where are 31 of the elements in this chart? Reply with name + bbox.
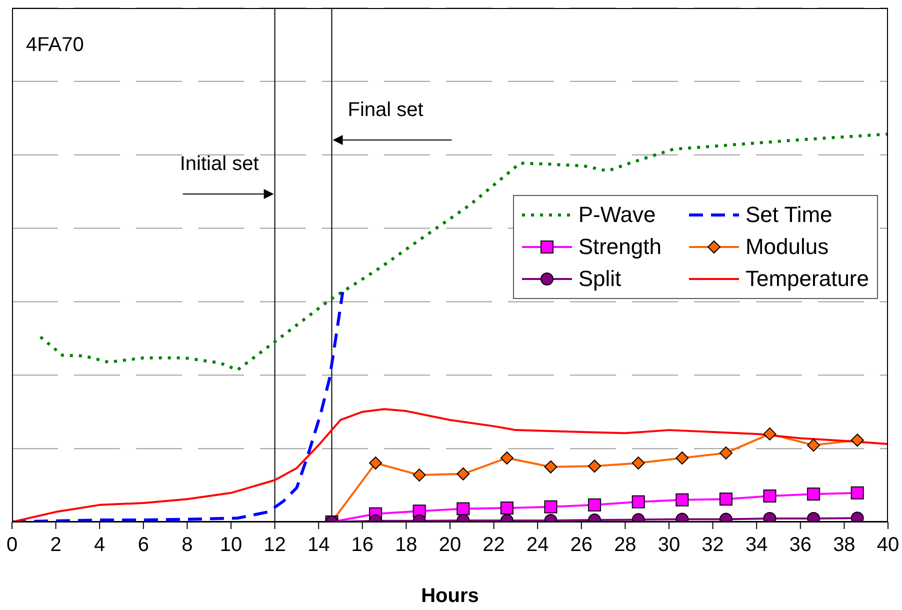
x-tick-label: 8 <box>182 534 193 556</box>
x-tick-label: 12 <box>264 534 286 556</box>
x-tick-label: 36 <box>789 534 812 556</box>
x-tick-label: 4 <box>94 534 106 556</box>
x-tick-label: 20 <box>438 534 462 556</box>
x-tick-label: 26 <box>570 534 593 556</box>
x-tick-label: 18 <box>395 534 418 556</box>
x-tick-label: 14 <box>307 534 330 556</box>
x-tick-label: 32 <box>702 534 724 556</box>
x-tick-label: 2 <box>50 534 62 556</box>
x-tick-label: 0 <box>6 534 18 556</box>
x-tick-label: 40 <box>876 534 900 556</box>
x-axis-title: Hours <box>421 585 479 607</box>
x-tick-label: 30 <box>658 534 680 556</box>
legend-label: Modulus <box>745 234 829 260</box>
x-tick-label: 24 <box>526 534 549 556</box>
ref-line-label: Initial set <box>180 153 260 175</box>
x-tick-label: 6 <box>138 534 149 556</box>
x-tick-label: 16 <box>351 534 374 556</box>
legend-label: P-Wave <box>578 202 656 228</box>
x-tick-label: 22 <box>482 534 505 556</box>
x-tick-label: 38 <box>833 534 856 556</box>
ref-line-label: Final set <box>348 99 424 121</box>
x-tick-label: 28 <box>614 534 636 556</box>
x-tick-label: 34 <box>745 534 768 556</box>
legend-label: Split <box>578 266 622 292</box>
x-tick-label: 10 <box>220 534 242 556</box>
legend-label: Strength <box>578 234 662 260</box>
legend-label: Temperature <box>745 266 869 292</box>
legend-label: Set Time <box>745 202 832 228</box>
chart-title: 4FA70 <box>26 34 84 57</box>
